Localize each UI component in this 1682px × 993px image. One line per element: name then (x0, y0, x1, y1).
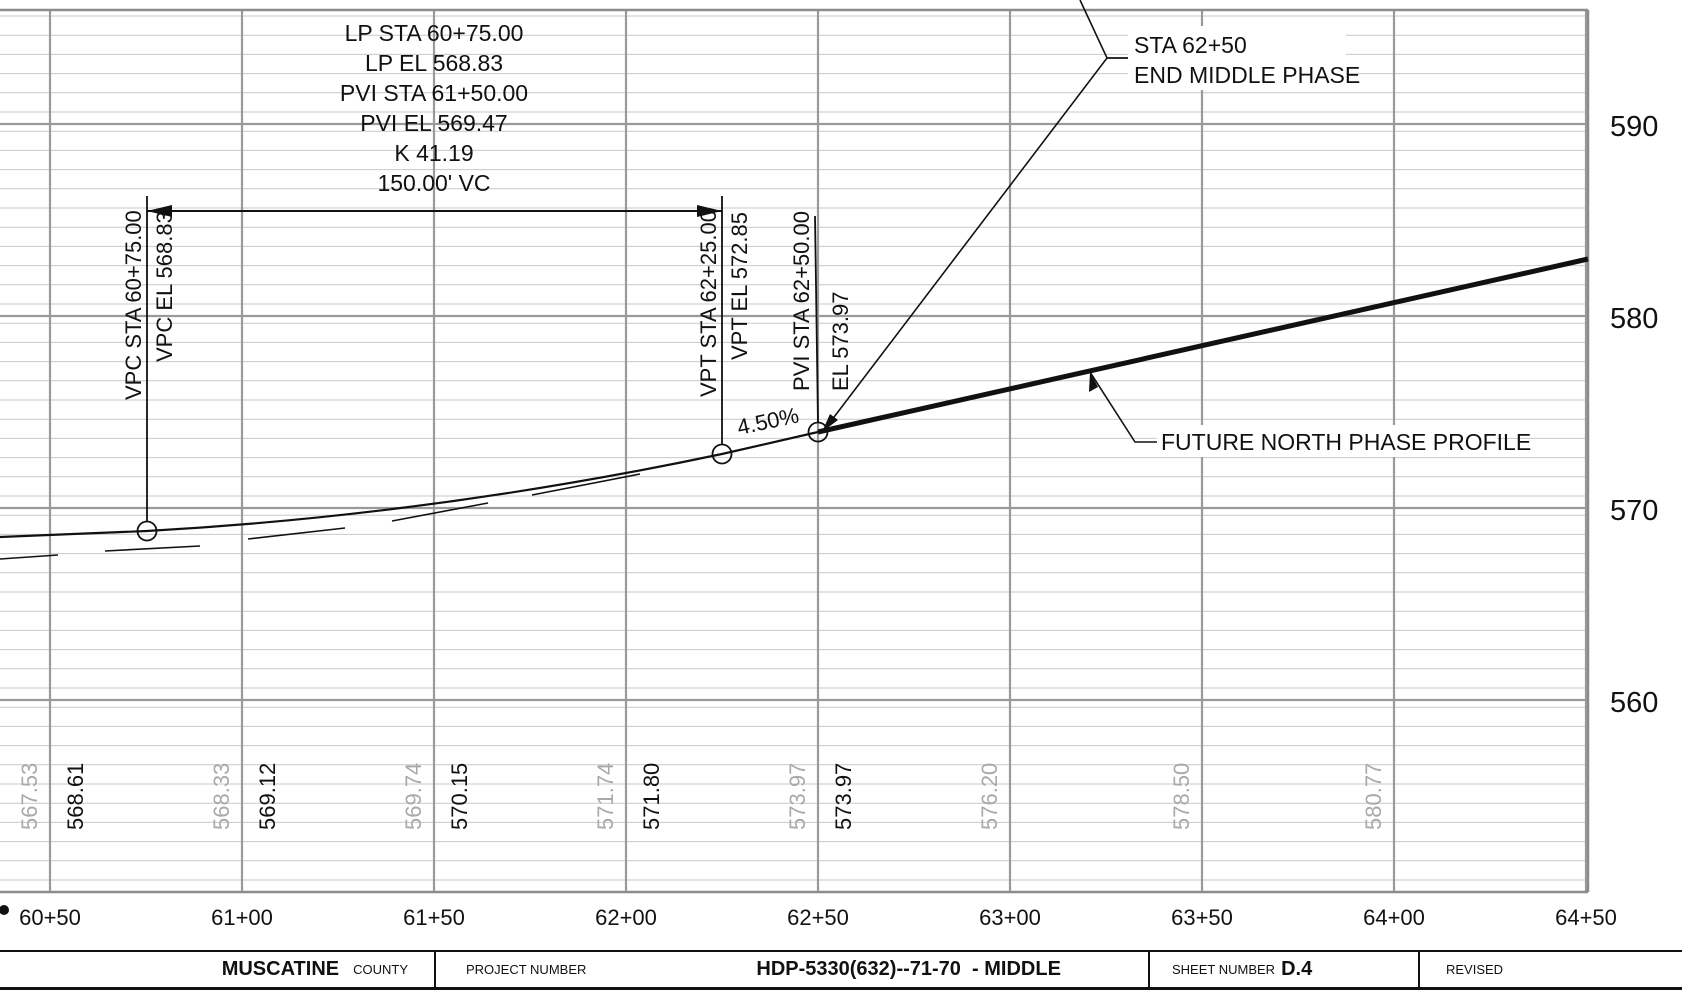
existing-elevation: 573.97 (785, 763, 810, 830)
existing-elevation: 576.20 (977, 763, 1002, 830)
proposed-profile-curve (0, 430, 819, 539)
pvi-leader (814, 215, 819, 424)
proposed-elevation: 569.12 (255, 763, 280, 830)
vpc-elevation-label: VPC EL 568.83 (152, 211, 177, 362)
revised-cell: REVISED (1418, 952, 1682, 987)
title-block: MUSCATINE COUNTY PROJECT NUMBER HDP-5330… (0, 950, 1682, 990)
elevation-label: 560 (1610, 687, 1658, 719)
county-name: MUSCATINE (221, 958, 340, 980)
county-cell: MUSCATINE COUNTY (0, 952, 434, 987)
project-cell: PROJECT NUMBER HDP-5330(632)--71-70 - MI… (434, 952, 1148, 987)
end-phase-station: STA 62+50 (1134, 32, 1247, 58)
sheet-number-label: SHEET NUMBER (1172, 962, 1276, 977)
lp-elevation: LP EL 568.83 (365, 50, 503, 76)
pvi-station-label: PVI STA 62+50.00 (789, 211, 814, 391)
station-label: 60+50 (19, 905, 81, 930)
sheet-number: D.4 (1281, 958, 1313, 980)
end-phase-leader-2 (827, 57, 1128, 426)
end-phase-arrowhead (822, 414, 838, 432)
end-phase-leader (1079, 0, 1128, 59)
proposed-elevation: 573.97 (831, 763, 856, 830)
vpc-station-label: VPC STA 60+75.00 (121, 210, 146, 400)
dimension-arrow-left (147, 205, 172, 217)
vpt-elevation-label: VPT EL 572.85 (727, 212, 752, 360)
existing-elevation: 580.77 (1361, 763, 1386, 830)
profile-sheet: 60+50 61+00 61+50 62+00 62+50 63+00 63+5… (0, 0, 1658, 930)
elevation-label: 590 (1610, 111, 1658, 143)
existing-elevation: 568.33 (209, 763, 234, 830)
station-label: 62+50 (787, 905, 849, 930)
station-label: 64+00 (1363, 905, 1425, 930)
station-labels: 60+50 61+00 61+50 62+00 62+50 63+00 63+5… (19, 905, 1617, 930)
station-label: 63+00 (979, 905, 1041, 930)
lp-station: LP STA 60+75.00 (345, 20, 524, 46)
project-number: HDP-5330(632)--71-70 - MIDDLE (756, 958, 1061, 980)
elevation-label: 570 (1610, 495, 1658, 527)
end-phase-label-bg (1128, 26, 1346, 90)
revised-label: REVISED (1446, 962, 1504, 977)
existing-elevation: 567.53 (17, 763, 42, 830)
future-profile-arrowhead (1089, 372, 1098, 392)
pvi-station: PVI STA 61+50.00 (340, 80, 528, 106)
future-label-bg (1157, 425, 1497, 457)
k-value: K 41.19 (394, 140, 473, 166)
vertical-curve-data: LP STA 60+75.00 LP EL 568.83 PVI STA 61+… (340, 20, 528, 196)
vertical-curve-length: 150.00' VC (377, 170, 490, 196)
grade-label: 4.50% (735, 402, 801, 439)
future-profile-leader (1089, 371, 1157, 443)
dimension-arrow-right (697, 205, 722, 217)
existing-ground-line (0, 473, 641, 560)
existing-elevation: 578.50 (1169, 763, 1194, 830)
existing-elevation: 571.74 (593, 763, 618, 830)
end-phase-text: END MIDDLE PHASE (1134, 62, 1360, 88)
proposed-elevation: 568.61 (63, 763, 88, 830)
proposed-elevation-values: 568.61 569.12 570.15 571.80 573.97 (63, 763, 856, 830)
existing-elevation: 569.74 (401, 763, 426, 830)
station-label: 61+00 (211, 905, 273, 930)
station-label: 61+50 (403, 905, 465, 930)
pvi-elevation: PVI EL 569.47 (360, 110, 507, 136)
pvi-elevation-label: EL 573.97 (828, 292, 853, 392)
proposed-elevation: 571.80 (639, 763, 664, 830)
elevation-labels: 590 580 570 560 (1610, 111, 1658, 719)
sheet-number-cell: SHEET NUMBER D.4 (1148, 952, 1418, 987)
future-north-profile-line (817, 256, 1589, 435)
county-label: COUNTY (353, 962, 408, 977)
existing-elevation-values: 567.53 568.33 569.74 571.74 573.97 576.2… (17, 763, 1386, 830)
station-label: 62+00 (595, 905, 657, 930)
vpt-station-label: VPT STA 62+25.00 (696, 210, 721, 397)
project-number-label: PROJECT NUMBER (466, 962, 587, 977)
proposed-elevation: 570.15 (447, 763, 472, 830)
station-label: 63+50 (1171, 905, 1233, 930)
station-label: 64+50 (1555, 905, 1617, 930)
elevation-label: 580 (1610, 303, 1658, 335)
sheet-edge-dot (0, 905, 9, 915)
future-north-label: FUTURE NORTH PHASE PROFILE (1161, 429, 1531, 455)
